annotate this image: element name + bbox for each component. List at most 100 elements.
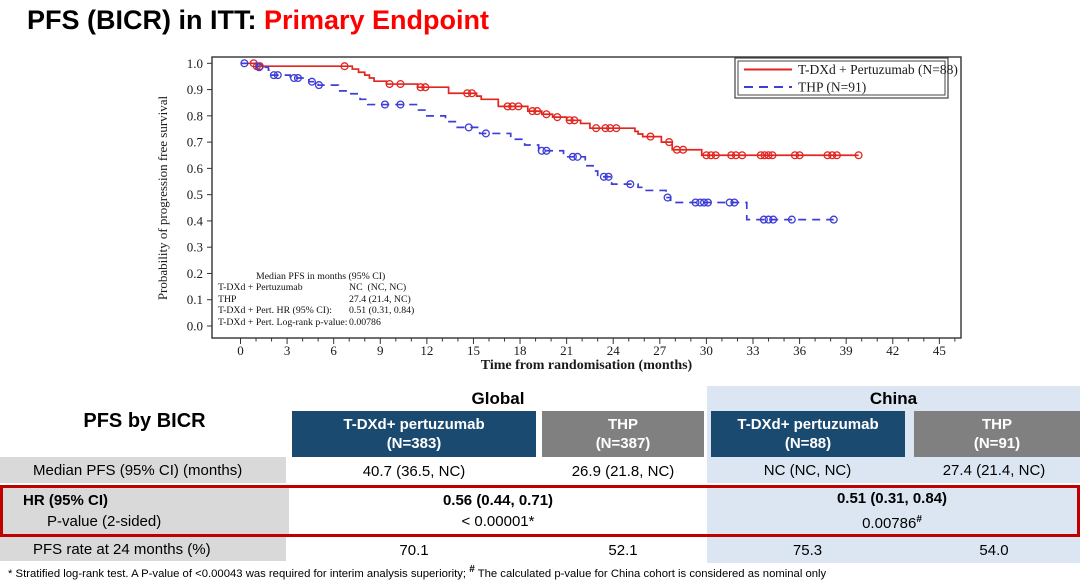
rate-china-tdxd: 75.3 — [707, 537, 908, 563]
censor-mark — [696, 198, 705, 207]
censor-mark — [756, 151, 765, 160]
x-tick-label: 33 — [746, 343, 759, 358]
column-header-global-thp: THP (N=387) — [542, 411, 704, 457]
censor-mark — [665, 138, 674, 147]
page-title-black: PFS (BICR) in ITT: — [27, 5, 264, 35]
censor-mark — [759, 215, 768, 224]
table-header-band: PFS by BICR Global China T-DXd+ pertuzum… — [0, 386, 1080, 457]
censor-mark — [463, 89, 472, 98]
annotation-row: T-DXd + Pert. Log-rank p-value: 0.00786 — [218, 316, 381, 328]
y-tick-label: 0.9 — [187, 82, 203, 97]
censor-mark — [828, 151, 837, 160]
legend-label: THP (N=91) — [798, 80, 866, 95]
y-tick-label: 0.0 — [187, 319, 203, 334]
censor-mark — [290, 73, 299, 83]
censor-mark — [711, 151, 720, 160]
censor-mark — [269, 71, 278, 80]
censor-mark — [832, 151, 841, 160]
censor-mark — [396, 80, 405, 89]
censor-mark — [691, 198, 700, 207]
annotation-header: Median PFS in months (95% CI) — [256, 271, 386, 282]
column-header-china-thp: THP (N=91) — [914, 411, 1080, 457]
annotation-row: THP 27.4 (21.4, NC) — [218, 293, 411, 305]
pfs-results-table: PFS by BICR Global China T-DXd+ pertuzum… — [0, 386, 1080, 563]
x-tick-label: 18 — [514, 343, 527, 358]
rate-global-thp: 52.1 — [608, 541, 638, 559]
x-tick-label: 42 — [886, 343, 899, 358]
x-tick-label: 21 — [560, 343, 573, 358]
censor-mark — [854, 151, 863, 160]
censor-mark — [764, 215, 773, 224]
y-tick-label: 0.5 — [187, 187, 203, 202]
censor-mark — [528, 107, 537, 116]
rate-china-thp: 54.0 — [908, 537, 1080, 563]
x-tick-label: 12 — [420, 343, 433, 358]
censor-mark — [421, 83, 430, 92]
page-title: PFS (BICR) in ITT: Primary Endpoint — [27, 5, 489, 36]
legend-label: T-DXd + Pertuzumab (N=88) — [798, 62, 958, 77]
censor-mark — [416, 83, 425, 92]
column-header-global-tdxd: T-DXd+ pertuzumab (N=383) — [292, 411, 536, 457]
censor-mark — [380, 100, 389, 109]
row-label-hr: HR (95% CI) P-value (2-sided) — [3, 488, 289, 534]
x-axis-title: Time from randomisation (months) — [481, 358, 693, 373]
censor-mark — [769, 215, 778, 224]
censor-mark — [725, 198, 734, 207]
censor-mark — [703, 198, 713, 207]
axis-box — [211, 56, 962, 339]
x-tick-label: 30 — [700, 343, 713, 358]
censor-mark — [738, 151, 747, 160]
censor-mark — [537, 146, 546, 155]
censor-mark — [240, 59, 249, 68]
legend-box — [734, 57, 949, 99]
censor-mark — [307, 77, 316, 86]
km-plot-svg: 0 3 6 9 12 15 18 21 24 27 30 33 36 39 42 450.00.10.20.3… — [155, 56, 962, 373]
x-tick-label: 36 — [793, 343, 807, 358]
hr-global-cell: 0.56 (0.44, 0.71) < 0.00001* — [442, 492, 554, 530]
censor-mark — [604, 172, 613, 181]
censor-mark — [707, 151, 716, 160]
censor-mark — [293, 73, 303, 83]
table-row-median-pfs: Median PFS (95% CI) (months) 40.7 (36.5,… — [0, 457, 1080, 485]
censor-mark — [730, 198, 739, 207]
y-tick-label: 0.1 — [187, 292, 203, 307]
page-title-red: Primary Endpoint — [263, 5, 490, 35]
y-tick-label: 0.4 — [187, 213, 204, 228]
censor-mark — [829, 215, 838, 224]
censor-mark — [514, 102, 523, 111]
censor-mark — [592, 124, 601, 133]
censor-mark — [679, 145, 688, 154]
y-tick-label: 0.3 — [187, 240, 203, 255]
censor-mark — [553, 113, 562, 122]
censor-mark — [612, 124, 621, 133]
median-global-tdxd: 40.7 (36.5, NC) — [362, 462, 466, 480]
censor-mark — [787, 215, 796, 224]
rate-global-tdxd: 70.1 — [399, 541, 429, 559]
y-tick-label: 0.8 — [187, 108, 203, 123]
legend-box-inner — [737, 60, 946, 96]
km-plot: 0 3 6 9 12 15 18 21 24 27 30 33 36 39 42 45 0.0 0.1 0.2 0.3… — [140, 45, 1020, 390]
censor-mark — [542, 110, 551, 119]
x-tick-label: 15 — [467, 343, 480, 358]
table-row-pfs-rate: PFS rate at 24 months (%) 70.1 52.1 75.3… — [0, 537, 1080, 563]
median-china-tdxd: NC (NC, NC) — [707, 457, 908, 485]
china-p-value: 0.00786# — [862, 514, 922, 532]
censor-mark — [599, 172, 608, 181]
censor-mark — [702, 151, 711, 160]
group-header-global: Global — [471, 388, 525, 408]
x-tick-label: 24 — [607, 343, 621, 358]
footnote: * Stratified log-rank test. A P-value of… — [8, 564, 827, 580]
censor-mark — [340, 62, 349, 71]
censor-mark — [764, 151, 773, 160]
censor-mark — [626, 180, 635, 189]
y-tick-label: 0.2 — [187, 266, 203, 281]
x-tick-label: 6 — [330, 343, 337, 358]
median-pfs-annotation: Median PFS in months (95% CI) T-DXd + Pe… — [218, 271, 414, 328]
censor-mark — [601, 124, 610, 133]
y-tick-label: 1.0 — [187, 56, 203, 71]
table-row-hr-pvalue: HR (95% CI) P-value (2-sided) 0.56 (0.44… — [0, 485, 1080, 537]
series-line-tdxd-pertuzumab — [240, 62, 859, 157]
censor-mark — [823, 151, 832, 160]
annotation-row: T-DXd + Pertuzumab NC (NC, NC) — [218, 282, 407, 294]
censor-mark — [663, 193, 672, 202]
